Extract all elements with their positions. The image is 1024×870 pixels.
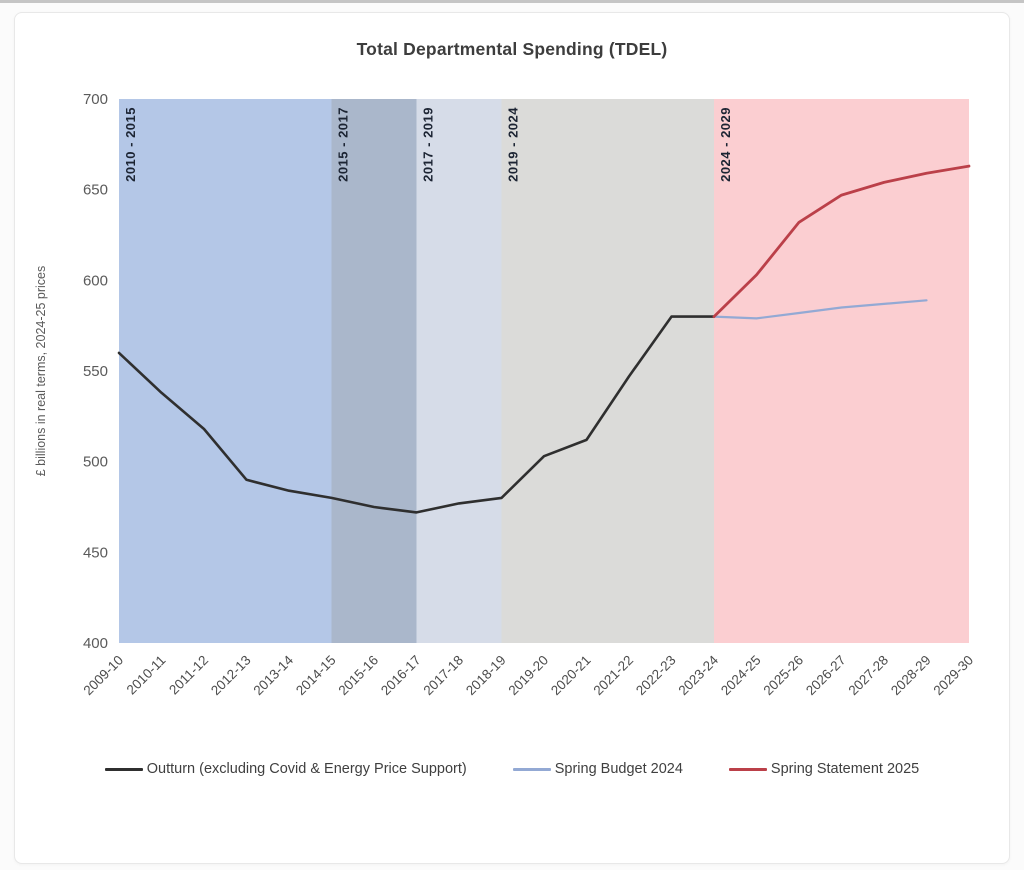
era-band-label: 2017 - 2019 xyxy=(421,107,436,182)
legend-label-spring-budget-2024: Spring Budget 2024 xyxy=(554,761,683,777)
era-band xyxy=(416,99,502,643)
x-tick-label: 2018-19 xyxy=(463,653,509,699)
x-tick-label: 2014-15 xyxy=(293,653,339,699)
chart-canvas: 2010 - 2015 2015 - 2017 2017 - 2019 2019 - … xyxy=(34,91,976,699)
series-line-outturn xyxy=(117,315,716,514)
x-tick-label: 2027-28 xyxy=(845,653,891,699)
x-tick-label: 2015-16 xyxy=(335,653,381,699)
era-band xyxy=(501,99,714,643)
y-tick-label: 600 xyxy=(83,272,108,289)
y-tick-label: 400 xyxy=(83,635,108,652)
chart-card: Total Departmental Spending (TDEL) 2010 … xyxy=(14,12,1010,864)
x-tick-label: 2025-26 xyxy=(760,653,806,699)
x-tick-label: 2028-29 xyxy=(888,653,934,699)
x-tick-label: 2017-18 xyxy=(420,653,466,699)
x-tick-label: 2016-17 xyxy=(378,653,424,699)
x-tick-label: 2013-14 xyxy=(250,652,296,698)
chart-title: Total Departmental Spending (TDEL) xyxy=(356,39,668,59)
x-tick-label: 2011-12 xyxy=(166,653,211,698)
chart-legend: Outturn (excluding Covid & Energy Price … xyxy=(15,761,1009,777)
era-band-label: 2019 - 2024 xyxy=(506,107,521,182)
legend-item-spring-budget-2024: Spring Budget 2024 xyxy=(512,761,683,777)
legend-swatch-outturn xyxy=(104,767,143,771)
y-axis-title: £ billions in real terms, 2024-25 prices xyxy=(34,266,48,477)
era-band xyxy=(331,99,417,643)
era-band-label: 2024 - 2029 xyxy=(718,107,733,182)
x-tick-label: 2029-30 xyxy=(930,653,976,699)
y-tick-label: 500 xyxy=(83,454,108,471)
x-tick-label: 2012-13 xyxy=(208,653,254,699)
era-band xyxy=(119,99,332,643)
legend-item-spring-statement-2025: Spring Statement 2025 xyxy=(728,761,920,777)
legend-swatch-spring-budget-2024 xyxy=(512,767,551,771)
x-tick-label: 2010-11 xyxy=(124,653,169,698)
window-top-edge xyxy=(0,0,1024,3)
y-tick-label: 650 xyxy=(83,182,108,199)
x-tick-label: 2020-21 xyxy=(548,653,594,699)
series-line-spring-budget-2024 xyxy=(712,299,928,320)
legend-swatch-spring-statement-2025 xyxy=(728,767,767,771)
series-line-spring-statement-2025 xyxy=(712,164,971,319)
y-tick-label: 700 xyxy=(83,91,108,108)
x-tick-label: 2009-10 xyxy=(80,653,126,699)
era-band-label: 2010 - 2015 xyxy=(123,107,138,182)
era-band xyxy=(714,99,969,643)
x-tick-label: 2024-25 xyxy=(718,653,764,699)
x-tick-label: 2022-23 xyxy=(633,653,679,699)
y-tick-label: 550 xyxy=(83,363,108,380)
x-tick-label: 2023-24 xyxy=(675,652,721,698)
era-band-label: 2015 - 2017 xyxy=(336,107,351,182)
y-tick-label: 450 xyxy=(83,544,108,561)
legend-item-outturn: Outturn (excluding Covid & Energy Price … xyxy=(104,761,467,777)
legend-label-outturn: Outturn (excluding Covid & Energy Price … xyxy=(146,761,467,777)
legend-label-spring-statement-2025: Spring Statement 2025 xyxy=(770,761,920,777)
x-tick-label: 2021-22 xyxy=(590,653,636,699)
x-tick-label: 2019-20 xyxy=(505,653,551,699)
x-tick-label: 2026-27 xyxy=(803,653,849,699)
